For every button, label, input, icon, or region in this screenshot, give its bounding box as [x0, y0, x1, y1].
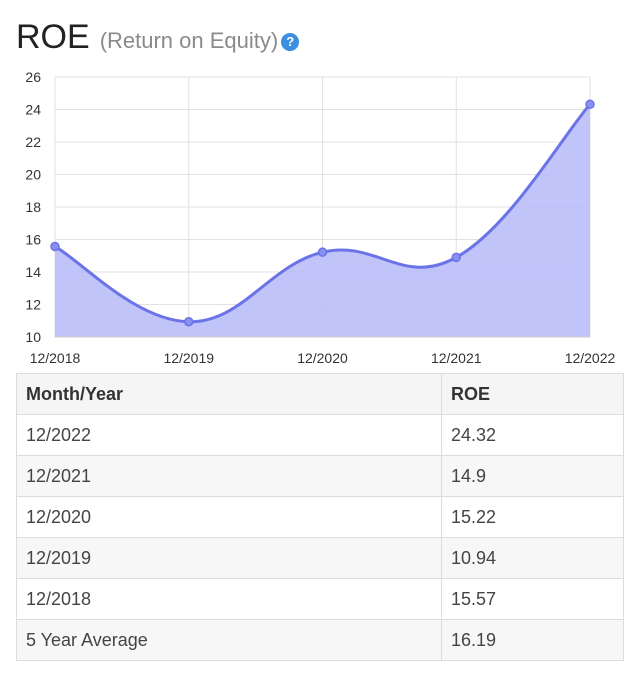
y-tick-label: 12 — [25, 297, 41, 313]
data-point — [50, 241, 60, 252]
cell-period: 12/2022 — [16, 414, 442, 456]
cell-roe: 10.94 — [441, 537, 624, 579]
area-fill — [55, 104, 590, 337]
x-tick-label: 12/2018 — [30, 350, 81, 366]
cell-roe: 14.9 — [441, 455, 624, 497]
cell-period: 12/2018 — [16, 578, 442, 620]
table-row: 12/2020 15.22 — [16, 496, 624, 538]
column-header-roe: ROE — [441, 373, 624, 415]
table-row-average: 5 Year Average 16.19 — [16, 619, 624, 661]
y-tick-label: 14 — [25, 264, 41, 280]
cell-roe: 16.19 — [441, 619, 624, 661]
cell-roe: 15.22 — [441, 496, 624, 538]
y-tick-label: 18 — [25, 199, 41, 215]
cell-roe: 15.57 — [441, 578, 624, 620]
x-tick-label: 12/2022 — [565, 350, 616, 366]
question-circle-icon[interactable]: ? — [281, 33, 300, 51]
table-row: 12/2018 15.57 — [16, 578, 624, 620]
cell-period: 12/2019 — [16, 537, 442, 579]
table-row: 12/2021 14.9 — [16, 455, 624, 497]
page-subtitle: (Return on Equity) — [99, 28, 279, 53]
cell-period: 12/2021 — [16, 455, 442, 497]
x-tick-label: 12/2019 — [163, 350, 214, 366]
y-tick-label: 22 — [25, 134, 41, 150]
cell-period: 5 Year Average — [16, 619, 442, 661]
y-tick-label: 16 — [25, 232, 41, 248]
roe-area-chart: 10 12 14 16 18 20 22 24 26 12/2018 12/2019 12/2020 1… — [25, 69, 616, 366]
widget-header: ROE (Return on Equity) ? — [16, 18, 300, 68]
data-point — [585, 99, 595, 110]
column-header-month-year: Month/Year — [16, 373, 442, 415]
table-row: 12/2022 24.32 — [16, 414, 624, 456]
page-title: ROE — [16, 18, 90, 56]
data-point — [451, 252, 461, 263]
table-row: 12/2019 10.94 — [16, 537, 624, 579]
y-tick-label: 26 — [25, 69, 41, 85]
y-tick-label: 24 — [25, 102, 41, 118]
y-tick-label: 20 — [25, 167, 41, 183]
x-tick-label: 12/2020 — [297, 350, 348, 366]
cell-period: 12/2020 — [16, 496, 442, 538]
roe-table: Month/Year ROE 12/2022 24.32 12/2021 14.… — [16, 373, 624, 661]
y-tick-label: 10 — [25, 329, 41, 345]
x-tick-label: 12/2021 — [431, 350, 482, 366]
data-point — [184, 316, 194, 327]
cell-roe: 24.32 — [441, 414, 624, 456]
data-point — [317, 247, 328, 257]
table-header-row: Month/Year ROE — [16, 373, 624, 415]
